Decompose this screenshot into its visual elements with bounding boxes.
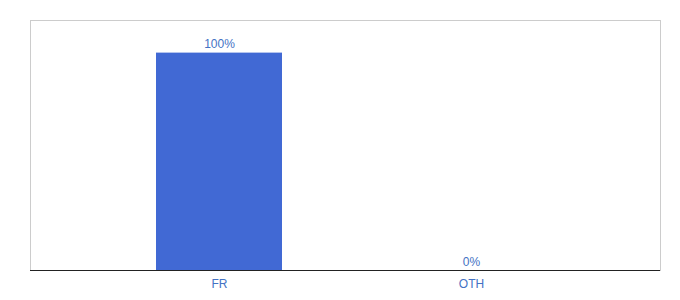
svg-text:0%: 0%: [463, 255, 481, 269]
svg-text:FR: FR: [212, 277, 228, 291]
svg-text:OTH: OTH: [459, 277, 484, 291]
svg-text:100%: 100%: [204, 37, 235, 51]
